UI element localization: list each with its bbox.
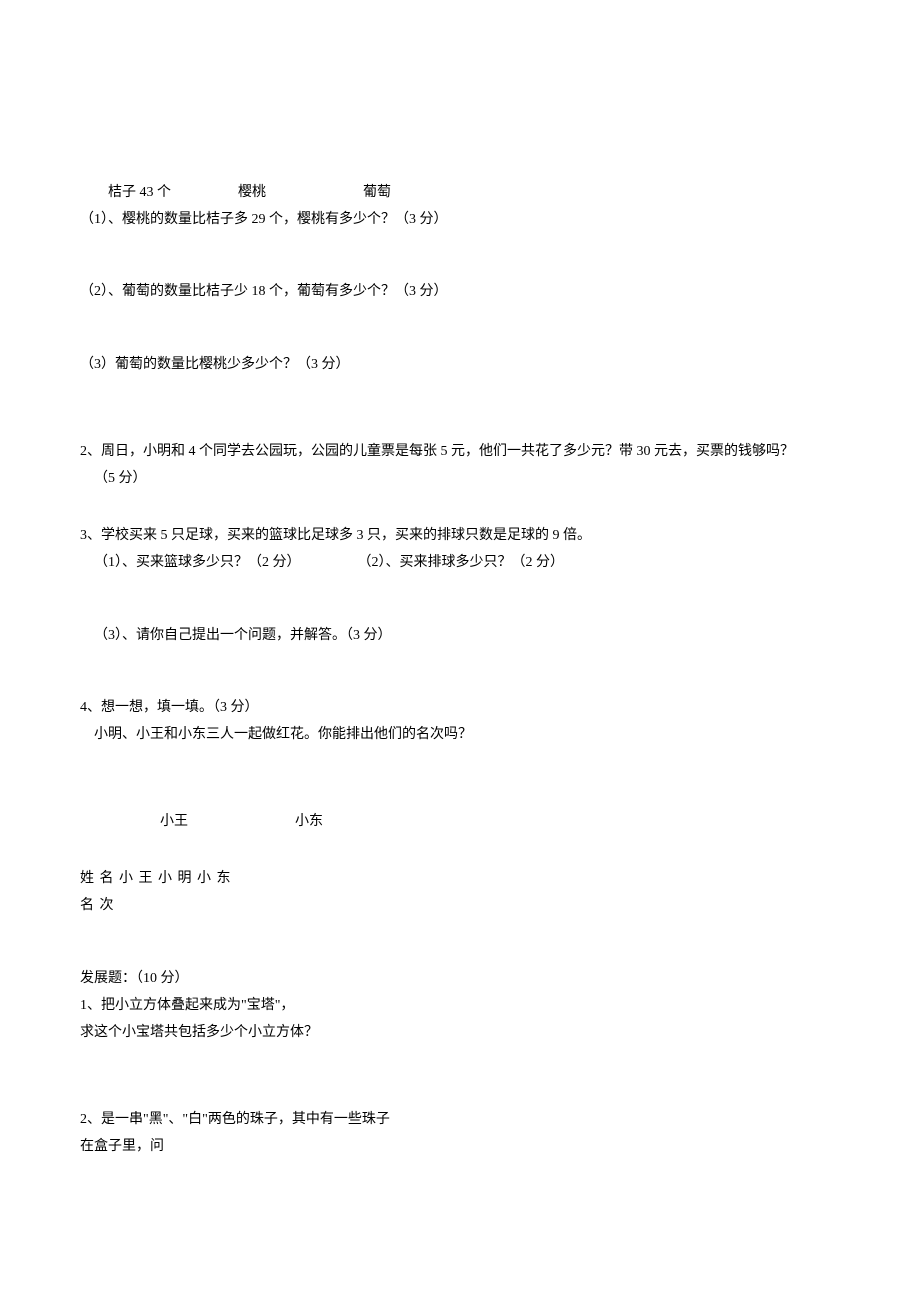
- bonus-title: 发展题：（10 分）: [80, 966, 840, 991]
- q1-part3: （3）葡萄的数量比樱桃少多少个？（3 分）: [80, 352, 840, 377]
- bonus-q2-line1: 2、是一串"黑"、"白"两色的珠子，其中有一些珠子: [80, 1107, 840, 1132]
- fruit-cherry: 樱桃: [238, 185, 266, 200]
- q4-intro: 小明、小王和小东三人一起做红花。你能排出他们的名次吗？: [80, 722, 840, 747]
- q4-title: 4、想一想，填一填。（3 分）: [80, 695, 840, 720]
- q4-table-row1: 姓 名 小 王 小 明 小 东: [80, 866, 840, 891]
- q3-parts-row: （1）、买来篮球多少只？（2 分） （2）、买来排球多少只？（2 分）: [80, 550, 840, 575]
- q1-fruits-row: 桔子 43 个 樱桃 葡萄: [80, 180, 840, 205]
- q4-name-dong: 小东: [295, 814, 323, 829]
- q2-points: （5 分）: [80, 466, 840, 491]
- fruit-orange: 桔子 43 个: [108, 185, 171, 200]
- q1-part2: （2）、葡萄的数量比桔子少 18 个，葡萄有多少个？（3 分）: [80, 279, 840, 304]
- bonus-q1-line2: 求这个小宝塔共包括多少个小立方体？: [80, 1020, 840, 1045]
- q4-name-wang: 小王: [160, 814, 188, 829]
- q4-names-row: 小王 小东: [80, 809, 840, 834]
- q3-part2: （2）、买来排球多少只？（2 分）: [358, 555, 565, 570]
- q4-table-row2: 名 次: [80, 893, 840, 918]
- bonus-q2-line2: 在盒子里，问: [80, 1134, 840, 1159]
- q3-part3: （3）、请你自己提出一个问题，并解答。（3 分）: [80, 623, 840, 648]
- fruit-grape: 葡萄: [363, 185, 391, 200]
- bonus-q1-line1: 1、把小立方体叠起来成为"宝塔"，: [80, 993, 840, 1018]
- q2-text: 2、周日，小明和 4 个同学去公园玩，公园的儿童票是每张 5 元，他们一共花了多…: [80, 439, 840, 464]
- q1-part1: （1）、樱桃的数量比桔子多 29 个，樱桃有多少个？（3 分）: [80, 207, 840, 232]
- q3-intro: 3、学校买来 5 只足球，买来的篮球比足球多 3 只，买来的排球只数是足球的 9…: [80, 523, 840, 548]
- q3-part1: （1）、买来篮球多少只？（2 分）: [94, 555, 301, 570]
